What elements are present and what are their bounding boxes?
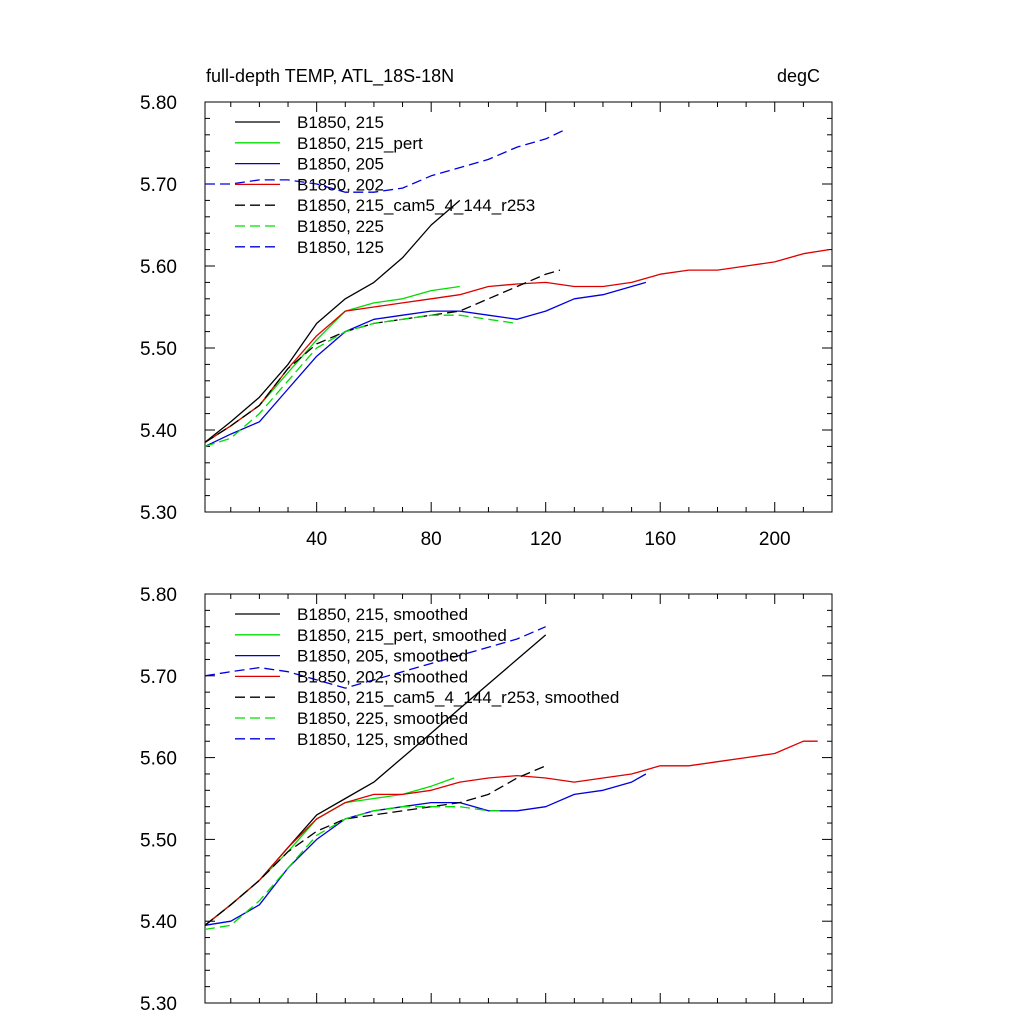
panel-top: full-depth TEMP, ATL_18S-18N degC 5.30 5.… xyxy=(140,66,833,550)
chart-title-right: degC xyxy=(777,66,820,86)
plot-frame xyxy=(204,101,833,513)
y-tick-label: 5.80 xyxy=(140,93,177,114)
series-line-3 xyxy=(204,248,830,443)
legend-label: B1850, 202, smoothed xyxy=(297,667,468,686)
legend-label: B1850, 215 xyxy=(297,113,384,132)
series-line-6 xyxy=(204,626,546,689)
legend-label: B1850, 215_cam5_4_144_r253, smoothed xyxy=(297,688,619,707)
series-line-2 xyxy=(204,773,647,926)
legend-label: B1850, 125, smoothed xyxy=(297,730,468,749)
legend-label: B1850, 205 xyxy=(297,155,384,174)
legend-label: B1850, 215_pert, smoothed xyxy=(297,626,507,645)
series-line-4 xyxy=(204,269,561,443)
series-line-0 xyxy=(204,199,461,443)
series-line-5 xyxy=(204,314,518,448)
legend-label: B1850, 125 xyxy=(297,238,384,257)
chart-title-left: full-depth TEMP, ATL_18S-18N xyxy=(206,66,454,87)
y-tick-label: 5.70 xyxy=(140,175,177,196)
legend-label: B1850, 225 xyxy=(297,217,384,236)
y-tick-label: 5.40 xyxy=(140,421,177,442)
panel-bottom: 5.30 5.40 5.50 5.60 5.70 5.80 B1850, 215, smoo… xyxy=(140,585,833,1015)
y-tick-label: 5.60 xyxy=(140,257,177,278)
legend-label: B1850, 215_cam5_4_144_r253 xyxy=(297,196,535,215)
y-tick-label: 5.60 xyxy=(140,749,177,770)
y-tick-label: 5.30 xyxy=(140,503,177,524)
legend-label: B1850, 202 xyxy=(297,175,384,194)
x-tick-label: 80 xyxy=(421,529,442,550)
y-tick-label: 5.40 xyxy=(140,912,177,933)
legend-label: B1850, 205, smoothed xyxy=(297,647,468,666)
x-tick-label: 40 xyxy=(306,529,327,550)
x-tick-label: 200 xyxy=(759,529,791,550)
y-tick-label: 5.30 xyxy=(140,994,177,1015)
legend-label: B1850, 225, smoothed xyxy=(297,709,468,728)
x-tick-label: 120 xyxy=(530,529,562,550)
y-tick-label: 5.70 xyxy=(140,667,177,688)
plot-frame xyxy=(204,593,833,1004)
x-tick-label: 160 xyxy=(644,529,676,550)
series-line-5 xyxy=(204,806,503,931)
y-tick-label: 5.50 xyxy=(140,830,177,851)
legend-label: B1850, 215_pert xyxy=(297,134,423,153)
series-line-6 xyxy=(205,130,564,193)
series-line-4 xyxy=(204,765,546,926)
series-line-3 xyxy=(204,740,818,926)
series-line-1 xyxy=(204,777,455,926)
series-line-2 xyxy=(204,281,647,447)
y-tick-label: 5.50 xyxy=(140,339,177,360)
y-tick-label: 5.80 xyxy=(140,585,177,606)
legend-label: B1850, 215, smoothed xyxy=(297,605,468,624)
